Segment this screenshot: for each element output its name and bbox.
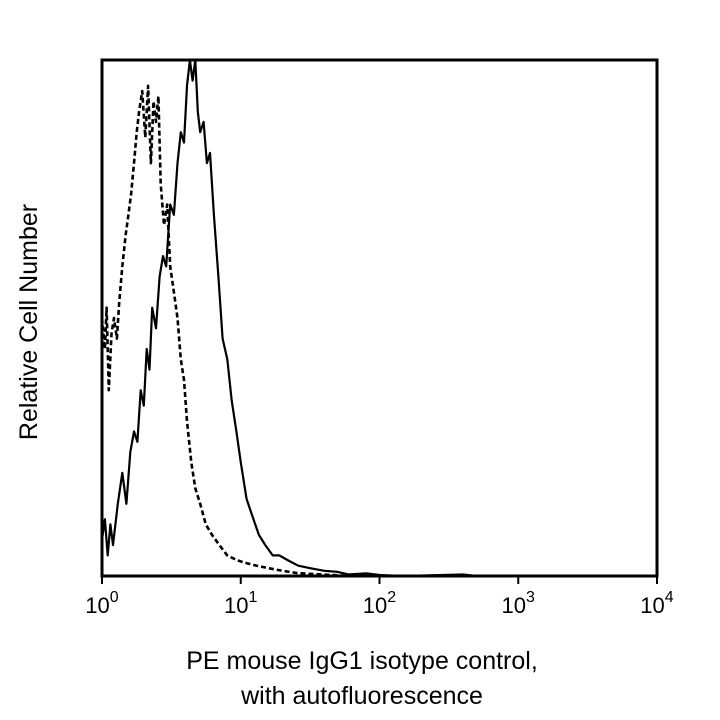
series-layer xyxy=(100,58,477,578)
x-axis-ticks: 100 101 102 103 104 xyxy=(85,576,674,618)
x-axis-label-line-1: PE mouse IgG1 isotype control, xyxy=(186,647,538,675)
x-tick-label: 102 xyxy=(363,589,396,618)
y-axis-label: Relative Cell Number xyxy=(15,204,43,440)
x-tick-label: 101 xyxy=(224,589,257,618)
solid-histogram-line xyxy=(100,58,477,578)
x-axis-label-line-2: with autofluorescence xyxy=(240,682,483,710)
x-tick-label: 100 xyxy=(85,589,118,618)
dashed-histogram-line xyxy=(100,84,349,578)
x-tick-label: 104 xyxy=(640,589,673,618)
x-tick-label: 103 xyxy=(502,589,535,618)
